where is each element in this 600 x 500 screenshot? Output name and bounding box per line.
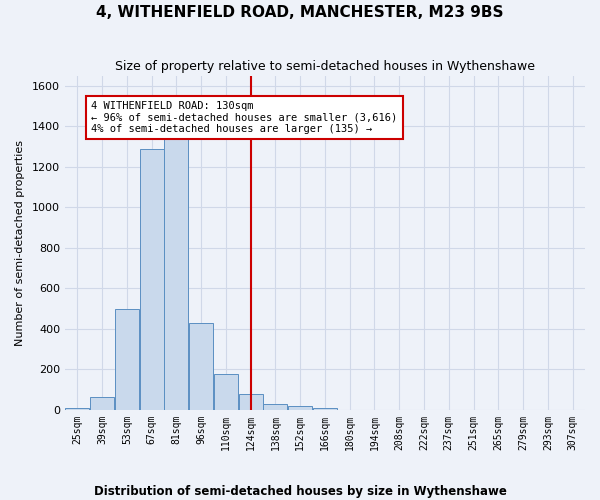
Bar (115, 308, 139, 410)
Bar (189, 323, 213, 410)
Bar (263, 404, 287, 410)
Title: Size of property relative to semi-detached houses in Wythenshawe: Size of property relative to semi-detach… (115, 60, 535, 73)
Bar (313, 408, 337, 410)
Bar (90, 396, 114, 410)
Bar (65, 408, 89, 410)
Bar (288, 406, 312, 410)
Bar (239, 394, 263, 410)
Bar (140, 148, 164, 410)
Bar (164, 138, 188, 410)
Text: 4, WITHENFIELD ROAD, MANCHESTER, M23 9BS: 4, WITHENFIELD ROAD, MANCHESTER, M23 9BS (96, 5, 504, 20)
Y-axis label: Number of semi-detached properties: Number of semi-detached properties (15, 140, 25, 346)
Bar (214, 374, 238, 410)
Text: 4 WITHENFIELD ROAD: 130sqm
← 96% of semi-detached houses are smaller (3,616)
4% : 4 WITHENFIELD ROAD: 130sqm ← 96% of semi… (91, 100, 398, 134)
Text: Distribution of semi-detached houses by size in Wythenshawe: Distribution of semi-detached houses by … (94, 485, 506, 498)
